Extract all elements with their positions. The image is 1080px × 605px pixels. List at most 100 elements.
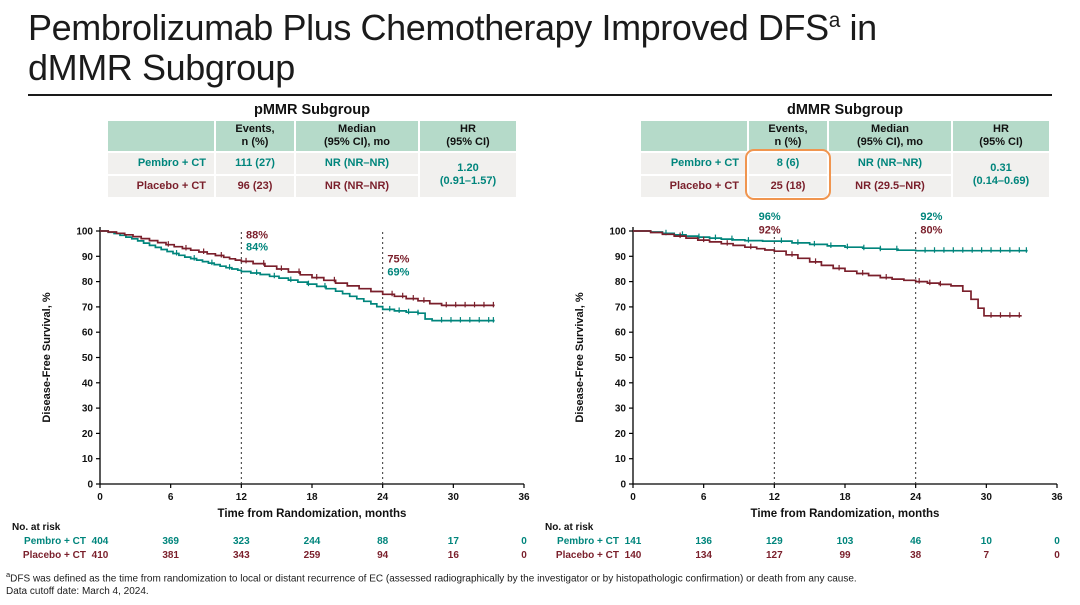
at-risk-count: 141: [625, 536, 642, 547]
hr-value-line2: (0.14–0.69): [972, 175, 1030, 188]
svg-text:30: 30: [981, 492, 993, 503]
svg-text:50: 50: [82, 353, 94, 364]
svg-text:80: 80: [615, 277, 627, 288]
col-header-hr-line2: (95% CI): [446, 136, 490, 149]
svg-text:36: 36: [1051, 492, 1063, 503]
svg-text:12: 12: [236, 492, 248, 503]
hr-value-line1: 0.31: [990, 162, 1012, 175]
title-underline: [28, 93, 1052, 97]
panels-container: pMMR Subgroup Events, n (%) Median (95% …: [0, 96, 1080, 563]
table-corner-cell: [108, 121, 214, 152]
col-header-median-line2: (95% CI), mo: [856, 136, 923, 149]
svg-text:90: 90: [82, 252, 94, 263]
at-risk-count: 0: [521, 536, 527, 547]
survival-annotation: 96%: [759, 211, 781, 223]
footnote-line2: Data cutoff date: March 4, 2024.: [6, 586, 149, 598]
survival-annotation: 75%: [387, 254, 409, 266]
panel-title-pmmr: pMMR Subgroup: [254, 102, 370, 119]
row-label-pembro: Pembro + CT: [641, 153, 747, 175]
svg-text:12: 12: [769, 492, 781, 503]
col-header-median-line2: (95% CI), mo: [323, 136, 390, 149]
svg-text:6: 6: [701, 492, 707, 503]
at-risk-count: 136: [695, 536, 712, 547]
at-risk-count: 103: [837, 536, 854, 547]
at-risk-label: No. at risk: [545, 522, 594, 533]
survival-annotation: 92%: [920, 211, 942, 223]
svg-text:40: 40: [615, 378, 627, 389]
events-value-placebo: 96 (23): [216, 176, 294, 198]
col-header-events: Events, n (%): [216, 121, 294, 152]
y-axis-label: Disease-Free Survival, %: [574, 292, 586, 422]
events-value-pembro: 111 (27): [216, 153, 294, 175]
svg-text:10: 10: [82, 454, 94, 465]
km-curve-pembro-ct: [633, 230, 1028, 252]
survival-annotation: 92%: [759, 225, 781, 237]
at-risk-count: 381: [162, 550, 179, 561]
col-header-median: Median (95% CI), mo: [829, 121, 951, 152]
col-header-events-line1: Events,: [235, 123, 275, 136]
at-risk-count: 10: [981, 536, 993, 547]
panel-pmmr: pMMR Subgroup Events, n (%) Median (95% …: [10, 100, 537, 563]
events-value-placebo: 25 (18): [749, 176, 827, 198]
x-axis-label: Time from Randomization, months: [751, 508, 940, 520]
hr-value-line1: 1.20: [457, 162, 479, 175]
median-value-placebo: NR (29.5–NR): [829, 176, 951, 198]
km-curve-pembro-ct: [100, 230, 495, 322]
y-axis-label: Disease-Free Survival, %: [41, 292, 53, 422]
svg-text:10: 10: [615, 454, 627, 465]
footnote-definition-text: DFS was defined as the time from randomi…: [10, 573, 857, 585]
svg-text:100: 100: [76, 227, 93, 238]
at-risk-count: 0: [521, 550, 527, 561]
svg-text:70: 70: [615, 303, 627, 314]
svg-text:20: 20: [82, 429, 94, 440]
at-risk-count: 7: [984, 550, 990, 561]
at-risk-count: 38: [910, 550, 922, 561]
panel-title-dmmr: dMMR Subgroup: [787, 102, 903, 119]
summary-table-dmmr: Events, n (%) Median (95% CI), mo HR (95…: [641, 121, 1070, 201]
svg-text:30: 30: [615, 404, 627, 415]
svg-text:6: 6: [168, 492, 174, 503]
median-value-pembro: NR (NR–NR): [296, 153, 418, 175]
col-header-events-line2: n (%): [774, 136, 802, 149]
row-label-pembro: Pembro + CT: [108, 153, 214, 175]
svg-text:18: 18: [839, 492, 851, 503]
at-risk-count: 134: [695, 550, 712, 561]
at-risk-count: 94: [377, 550, 389, 561]
svg-text:100: 100: [609, 227, 626, 238]
hr-value: 1.20 (0.91–1.57): [420, 153, 516, 198]
svg-text:80: 80: [82, 277, 94, 288]
survival-annotation: 84%: [246, 242, 268, 254]
svg-text:0: 0: [97, 492, 103, 503]
at-risk-count: 46: [910, 536, 922, 547]
svg-text:30: 30: [448, 492, 460, 503]
events-value-pembro: 8 (6): [749, 153, 827, 175]
at-risk-count: 88: [377, 536, 389, 547]
col-header-hr: HR (95% CI): [420, 121, 516, 152]
survival-annotation: 69%: [387, 266, 409, 278]
col-header-events-line2: n (%): [241, 136, 269, 149]
at-risk-count: 129: [766, 536, 783, 547]
km-chart-pmmr: 0 10 20 30 40 50 60 70 80 90 100 0 6 12 18 24 30 36 88%84%…: [12, 227, 530, 562]
at-risk-count: 244: [304, 536, 321, 547]
title-line1-tail: in: [839, 7, 878, 48]
km-curve-placebo-ct: [100, 230, 495, 307]
at-risk-count: 404: [92, 536, 109, 547]
at-risk-row-label: Placebo + CT: [556, 550, 619, 561]
col-header-median-line1: Median: [871, 123, 909, 136]
svg-text:0: 0: [87, 480, 93, 491]
page-title: Pembrolizumab Plus Chemotherapy Improved…: [0, 0, 1080, 89]
svg-text:60: 60: [615, 328, 627, 339]
at-risk-count: 127: [766, 550, 783, 561]
svg-text:60: 60: [82, 328, 94, 339]
at-risk-count: 410: [92, 550, 109, 561]
median-value-placebo: NR (NR–NR): [296, 176, 418, 198]
svg-text:40: 40: [82, 378, 94, 389]
x-axis-label: Time from Randomization, months: [218, 508, 407, 520]
svg-text:24: 24: [377, 492, 389, 503]
at-risk-count: 259: [304, 550, 321, 561]
footnote: aDFS was defined as the time from random…: [0, 563, 1080, 598]
at-risk-count: 16: [448, 550, 460, 561]
at-risk-count: 17: [448, 536, 460, 547]
col-header-median-line1: Median: [338, 123, 376, 136]
